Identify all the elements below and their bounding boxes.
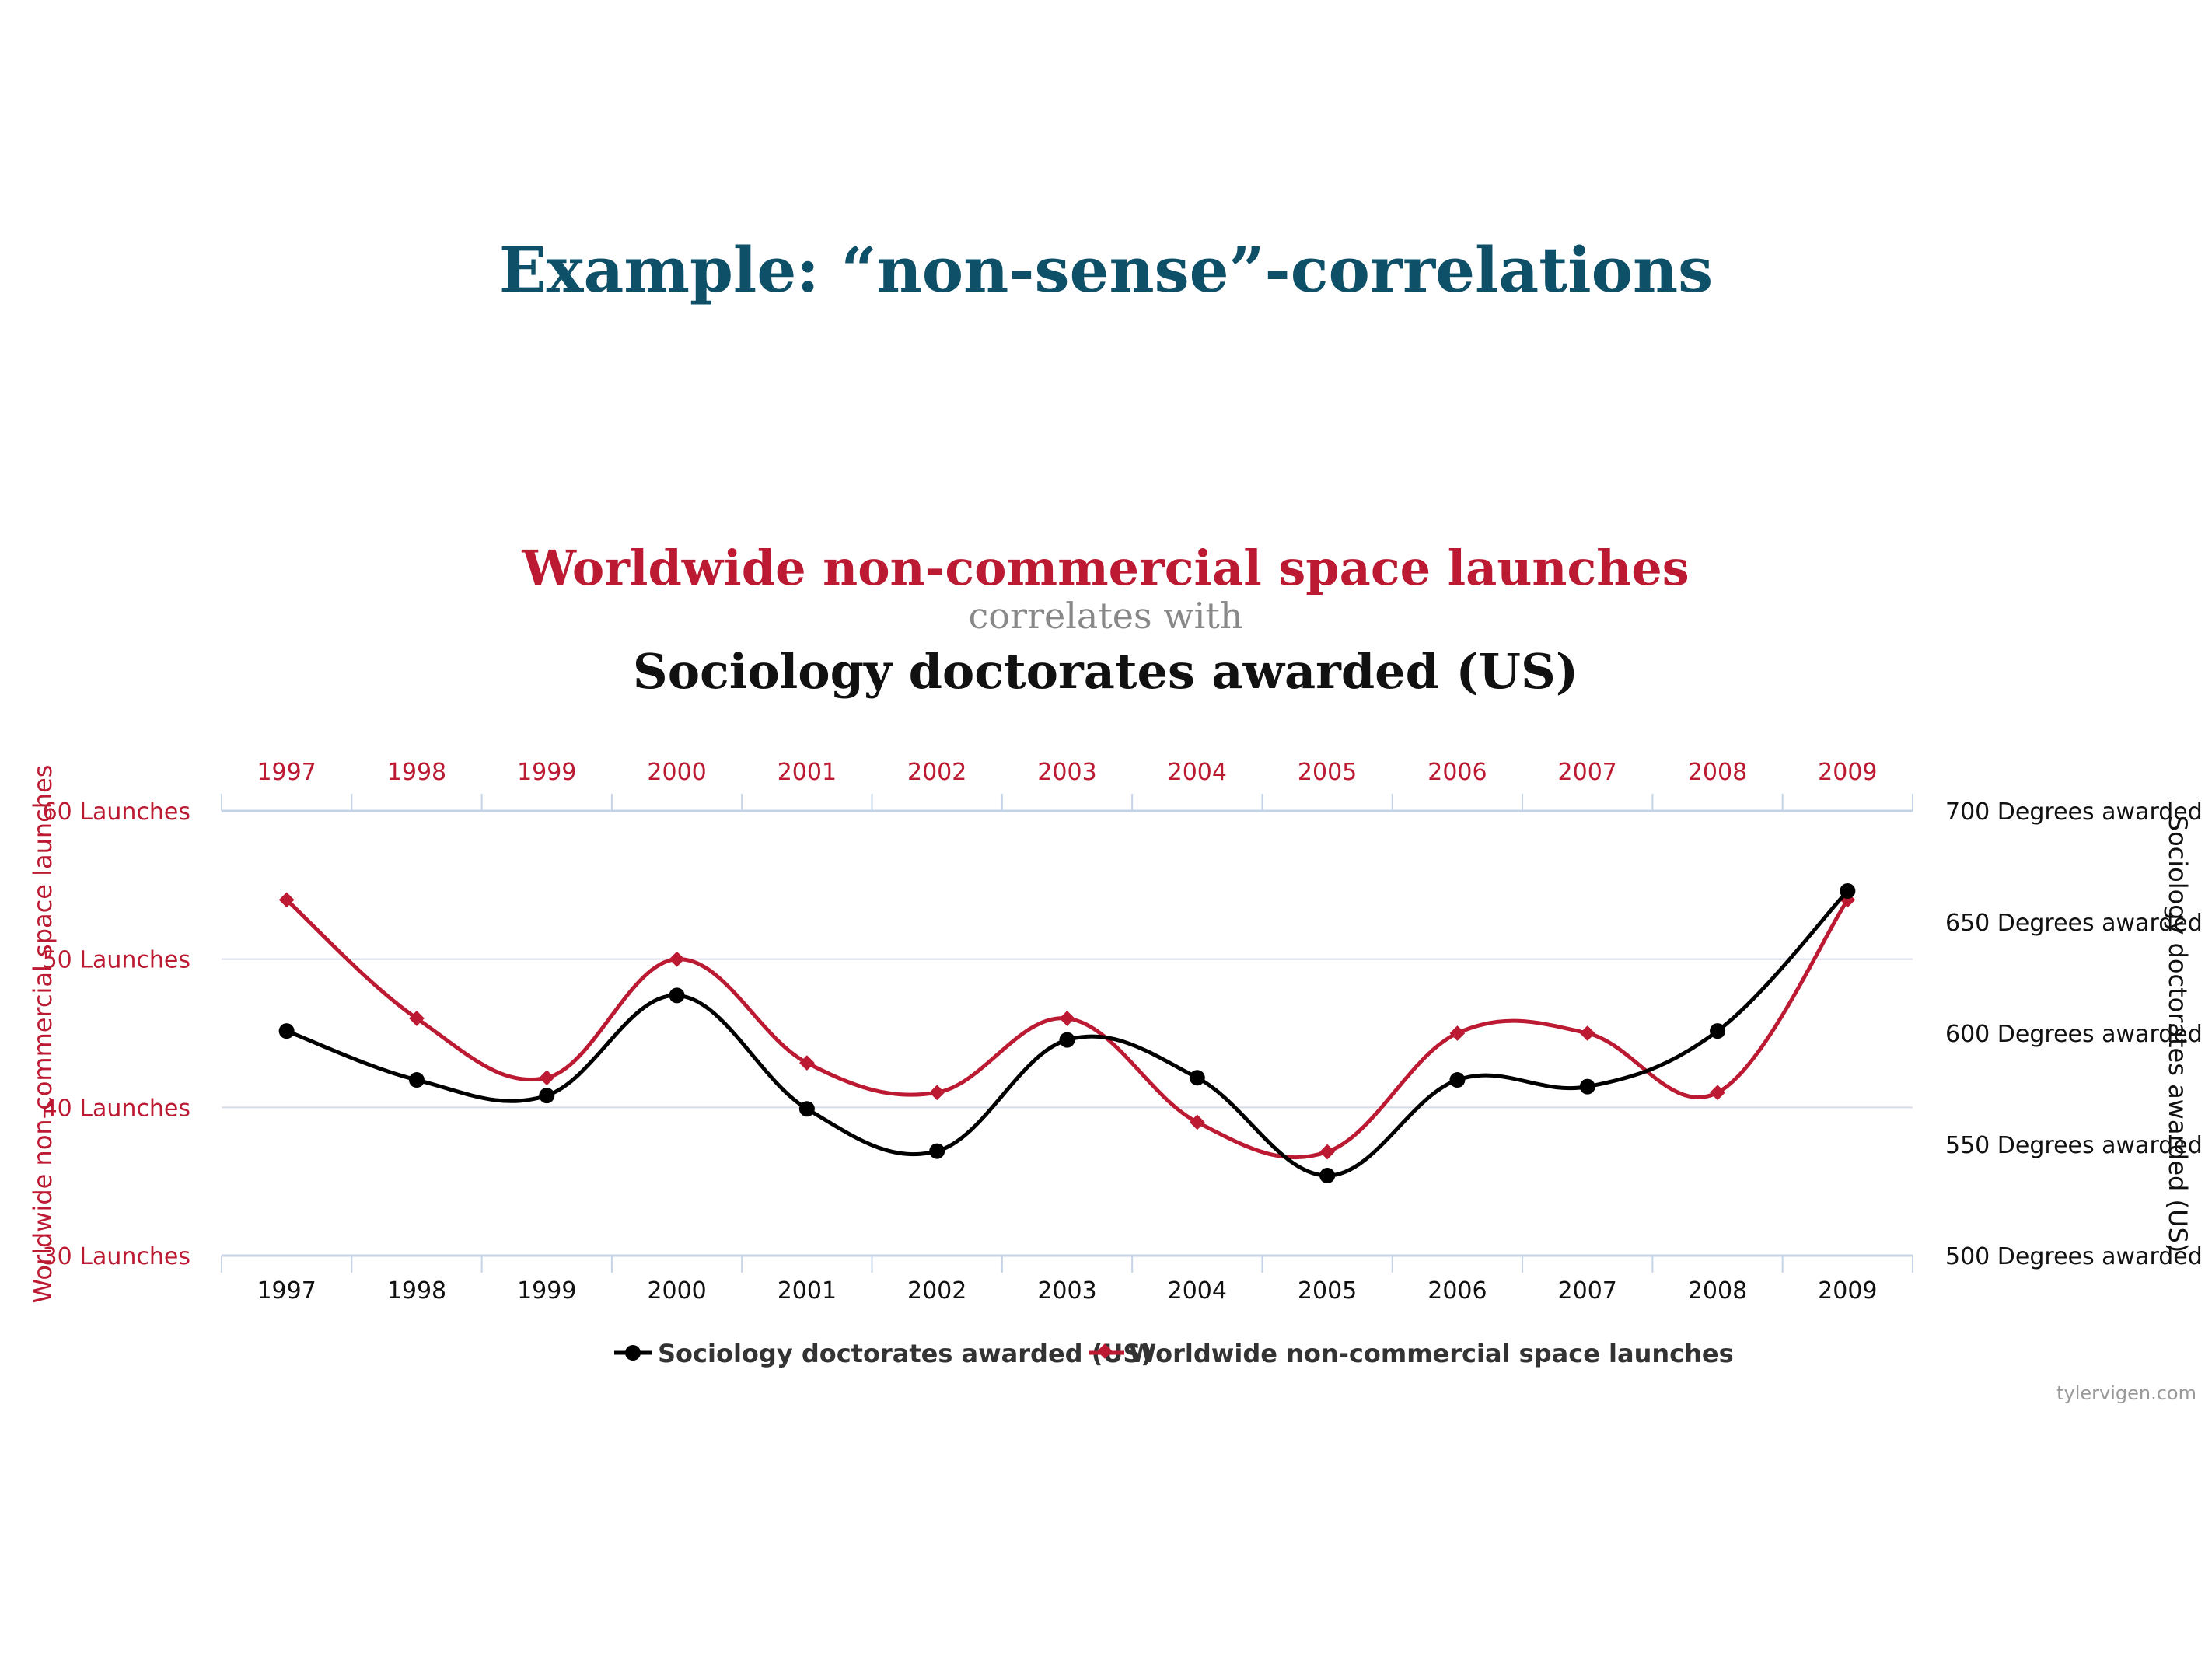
data-point [798,1055,815,1071]
chart-connector: correlates with [969,595,1243,637]
x-axis-bottom: 1997 1998 1999 2000 2001 2002 2003 2004 2005 2006… [221,1256,1913,1305]
y-axis-right: Sociology doctorates awarded (US) 700 De… [1945,798,2203,1270]
y-tick-label-right: 500 Degrees awarded [1945,1243,2203,1270]
x-tick-label-top: 1999 [517,759,576,786]
slide-title: Example: “non-sense”-correlations [498,233,1714,306]
x-tick-label-bottom: 2002 [907,1277,966,1305]
legend-item-launches[interactable]: Worldwide non-commercial space launches [1089,1339,1734,1368]
data-point [1059,1011,1075,1026]
data-point [539,1088,555,1104]
data-point [1189,1114,1205,1130]
data-point [798,1101,815,1117]
y-axis-left-title: Worldwide non-commercial space launches [28,765,58,1304]
legend-item-sociology[interactable]: Sociology doctorates awarded (US) [614,1339,1152,1368]
x-tick-label-bottom: 1999 [517,1277,576,1305]
data-point [669,951,685,967]
y-tick-label-left: 40 Launches [43,1095,190,1122]
x-tick-label-bottom: 2004 [1168,1277,1227,1305]
series-line [285,898,1850,1160]
data-point [1579,1078,1595,1095]
data-point [539,1070,555,1086]
x-tick-label-top: 2009 [1818,759,1877,786]
x-tick-label-top: 2001 [778,759,837,786]
y-tick-label-right: 600 Degrees awarded [1945,1021,2203,1048]
legend-label-sociology: Sociology doctorates awarded (US) [658,1339,1152,1368]
x-tick-label-bottom: 1998 [387,1277,446,1305]
x-tick-label-top: 2003 [1037,759,1096,786]
x-tick-label-top: 1997 [257,759,316,786]
x-axis-top: 1997 1998 1999 2000 2001 2002 2003 2004 2005 2006… [221,759,1913,811]
legend: Sociology doctorates awarded (US) Worldw… [614,1339,1734,1368]
x-tick-label-bottom: 1997 [257,1277,316,1305]
legend-label-launches: Worldwide non-commercial space launches [1129,1339,1734,1368]
data-point [1710,1085,1725,1101]
data-point [1189,1070,1205,1086]
data-point [409,1011,425,1026]
y-tick-label-right: 550 Degrees awarded [1945,1132,2203,1159]
y-tick-label-right: 650 Degrees awarded [1945,910,2203,937]
data-point [1319,1168,1336,1184]
y-tick-label-left: 50 Launches [43,947,190,974]
data-point [1449,1025,1466,1041]
y-tick-label-left: 60 Launches [43,798,190,826]
data-point [1579,1025,1595,1041]
data-point [408,1072,425,1088]
x-tick-label-bottom: 2005 [1298,1277,1357,1305]
data-point [1710,1023,1726,1039]
data-point [929,1143,945,1159]
series-launches [278,892,1856,1160]
data-point [1319,1144,1336,1160]
y-tick-label-right: 700 Degrees awarded [1945,798,2203,826]
x-tick-label-top: 2000 [647,759,706,786]
credit-text: tylervigen.com [2056,1382,2196,1404]
x-tick-label-top: 1998 [387,759,446,786]
y-axis-right-title: Sociology doctorates awarded (US) [2163,816,2193,1252]
chart-title: Worldwide non-commercial space launches [521,540,1689,596]
x-tick-label-bottom: 2000 [647,1277,706,1305]
chart-subtitle: Sociology doctorates awarded (US) [633,643,1578,700]
x-tick-label-top: 2006 [1427,759,1487,786]
x-tick-label-bottom: 2007 [1558,1277,1617,1305]
data-point [1449,1072,1466,1088]
x-tick-label-top: 2004 [1168,759,1227,786]
data-point [669,987,685,1004]
y-axis-left: Worldwide non-commercial space launches … [28,765,190,1304]
x-tick-label-bottom: 2001 [778,1277,837,1305]
series-sociology [278,882,1856,1184]
y-tick-label-left: 30 Launches [43,1243,190,1270]
x-tick-label-bottom: 2006 [1427,1277,1487,1305]
data-point [278,1023,295,1039]
x-tick-label-top: 2008 [1688,759,1747,786]
x-tick-label-bottom: 2009 [1818,1277,1877,1305]
x-tick-label-top: 2005 [1298,759,1357,786]
data-point [278,892,295,908]
data-point [1059,1032,1075,1048]
x-tick-label-top: 2007 [1558,759,1617,786]
x-tick-label-bottom: 2003 [1037,1277,1096,1305]
x-tick-label-bottom: 2008 [1688,1277,1747,1305]
series-group [278,882,1856,1184]
data-point [1840,882,1856,899]
data-point [929,1085,945,1101]
grid [222,809,1913,1257]
x-tick-label-top: 2002 [907,759,966,786]
